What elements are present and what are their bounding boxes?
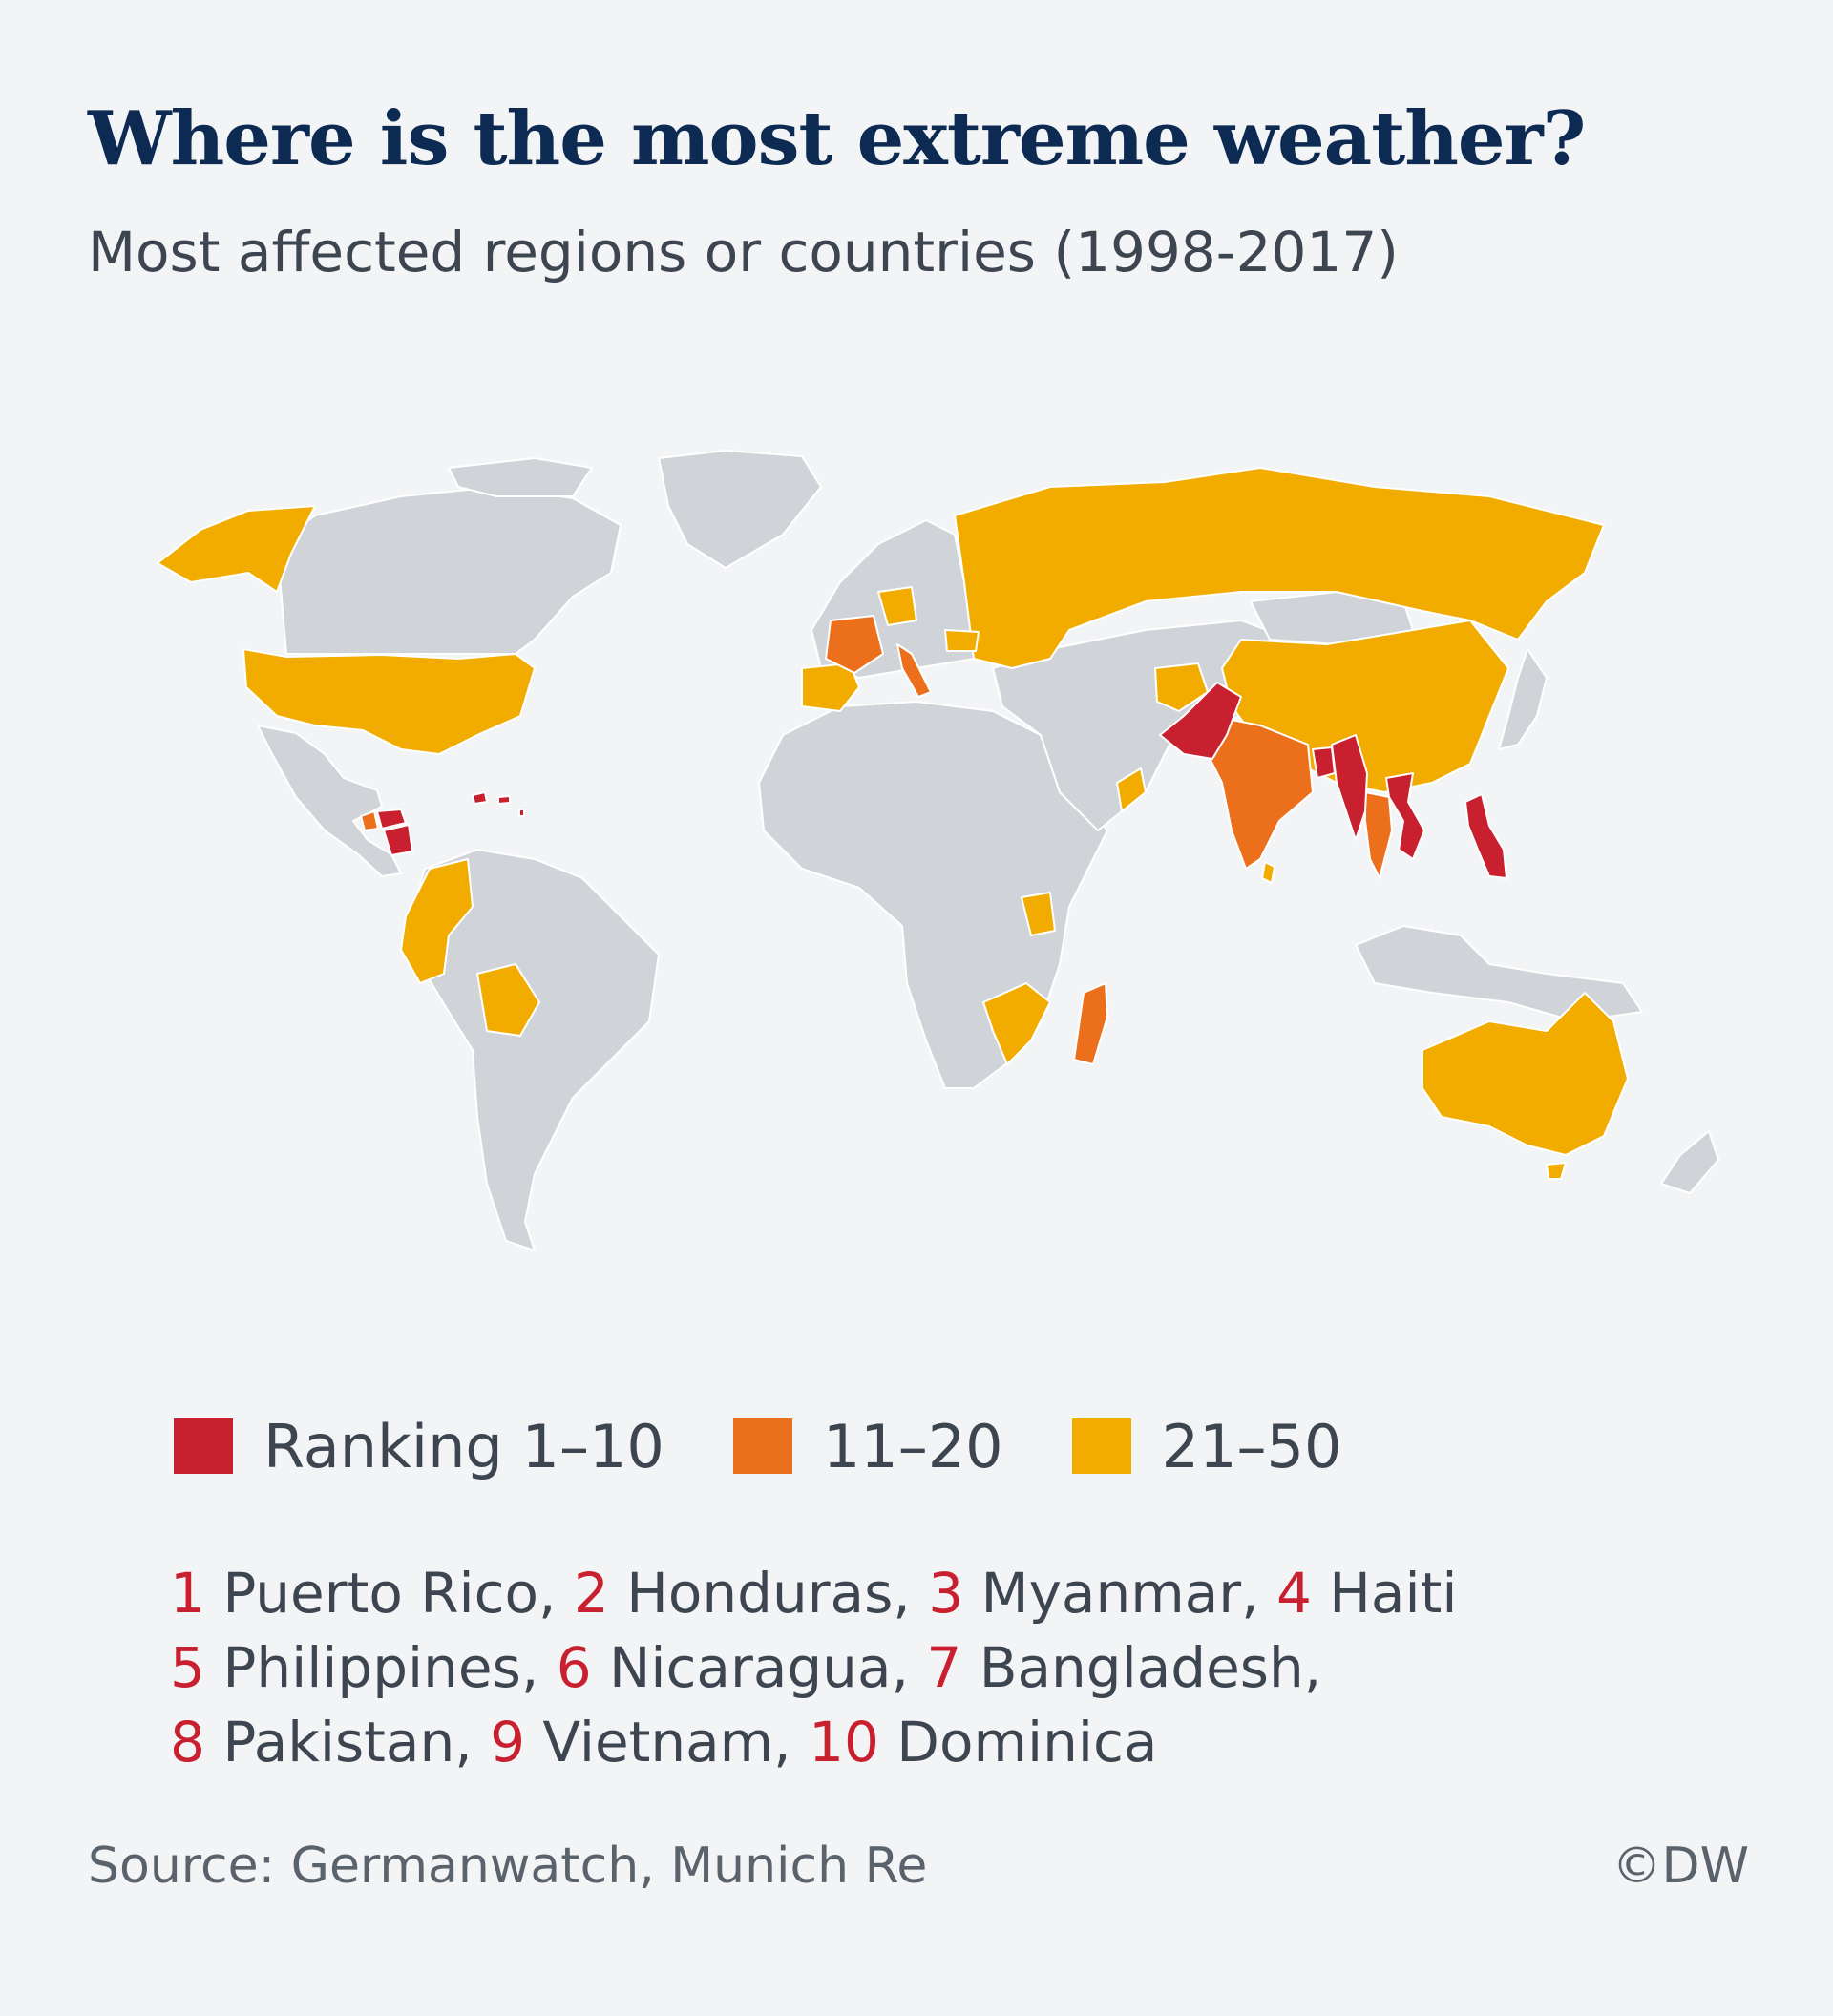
country-dominica: [518, 808, 525, 817]
source-note: Source: Germanwatch, Munich Re: [88, 1838, 928, 1895]
country-australia: [1422, 992, 1629, 1156]
country-tasmania: [1546, 1162, 1567, 1180]
country-bangladesh: [1312, 746, 1336, 779]
landmass-greenland: [658, 450, 822, 569]
country-vietnam: [1385, 772, 1425, 860]
rank-number: 3: [928, 1561, 964, 1626]
country-italy: [896, 643, 932, 698]
legend-item-rank-11-20: 11–20: [732, 1411, 1003, 1481]
rank-country: Haiti: [1311, 1561, 1458, 1626]
rank-number: 9: [490, 1710, 525, 1774]
landmass-arctic-islands: [448, 457, 593, 497]
legend: Ranking 1–10 11–20 21–50: [174, 1403, 1410, 1489]
legend-item-rank-1-10: Ranking 1–10: [174, 1412, 664, 1481]
country-philippines: [1464, 793, 1507, 879]
country-germany: [877, 586, 917, 626]
landmass-canada: [276, 486, 622, 655]
country-myanmar: [1331, 734, 1368, 841]
landmass-new-zealand: [1660, 1130, 1719, 1194]
rank-number: 6: [556, 1635, 592, 1700]
rank-country: Nicaragua,: [591, 1635, 927, 1700]
country-puerto-rico: [497, 795, 511, 805]
country-usa: [242, 648, 536, 755]
page-subtitle: Most affected regions or countries (1998…: [88, 220, 1399, 284]
rank-country: Pakistan,: [204, 1710, 491, 1774]
landmass-japan: [1498, 648, 1548, 750]
country-pakistan: [1159, 682, 1242, 760]
country-guatemala: [360, 810, 379, 831]
legend-label-rank-1-10: Ranking 1–10: [263, 1411, 664, 1481]
page-title: Where is the most extreme weather?: [88, 95, 1586, 182]
legend-swatch-rank-1-10: [174, 1418, 233, 1474]
ranking-list: 1 Puerto Rico, 2 Honduras, 3 Myanmar, 4 …: [170, 1556, 1457, 1779]
rank-country: Vietnam,: [525, 1710, 810, 1774]
legend-swatch-rank-11-20: [732, 1418, 792, 1474]
country-haiti: [472, 791, 488, 805]
rank-country: Dominica: [878, 1710, 1158, 1774]
ranking-line: 1 Puerto Rico, 2 Honduras, 3 Myanmar, 4 …: [170, 1556, 1457, 1630]
landmass-south-america: [410, 849, 660, 1251]
country-sri-lanka: [1261, 861, 1275, 884]
country-alaska-usa: [157, 505, 316, 593]
rank-number: 4: [1275, 1561, 1312, 1626]
country-mozambique-zimbabwe: [982, 982, 1051, 1065]
rank-country: Honduras,: [608, 1561, 929, 1626]
rank-number: 2: [573, 1561, 609, 1626]
rank-number: 7: [926, 1635, 962, 1700]
landmass-mexico-central-america: [257, 724, 402, 877]
rank-country: Myanmar,: [963, 1561, 1276, 1626]
country-oman: [1116, 767, 1147, 812]
rank-country: Bangladesh,: [961, 1635, 1322, 1700]
country-romania: [944, 629, 980, 652]
legend-label-rank-21-50: 21–50: [1161, 1411, 1342, 1481]
legend-swatch-rank-21-50: [1071, 1418, 1131, 1474]
copyright: ©DW: [1612, 1838, 1749, 1895]
country-nicaragua: [383, 824, 413, 856]
country-france: [825, 615, 884, 674]
rank-country: Puerto Rico,: [204, 1561, 574, 1626]
ranking-line: 8 Pakistan, 9 Vietnam, 10 Dominica: [170, 1705, 1457, 1779]
rank-number: 1: [170, 1561, 205, 1626]
country-honduras: [376, 808, 407, 830]
rank-country: Philippines,: [204, 1635, 557, 1700]
country-madagascar: [1073, 982, 1108, 1065]
rank-number: 5: [170, 1635, 205, 1700]
landmass-southeast-asia-islands: [1355, 925, 1643, 1022]
world-map: [157, 450, 1719, 1251]
country-colombia-ecuador-peru: [400, 858, 474, 984]
country-bolivia: [476, 963, 540, 1037]
legend-label-rank-11-20: 11–20: [822, 1411, 1003, 1481]
rank-number: 10: [809, 1710, 879, 1774]
country-india: [1207, 715, 1314, 870]
footer: Source: Germanwatch, Munich Re ©DW: [88, 1838, 1749, 1895]
country-afghanistan: [1154, 662, 1209, 712]
legend-item-rank-21-50: 21–50: [1071, 1411, 1342, 1481]
country-kenya: [1021, 892, 1056, 936]
ranking-line: 5 Philippines, 6 Nicaragua, 7 Bangladesh…: [170, 1630, 1457, 1705]
country-thailand: [1364, 791, 1393, 879]
rank-number: 8: [170, 1710, 205, 1774]
